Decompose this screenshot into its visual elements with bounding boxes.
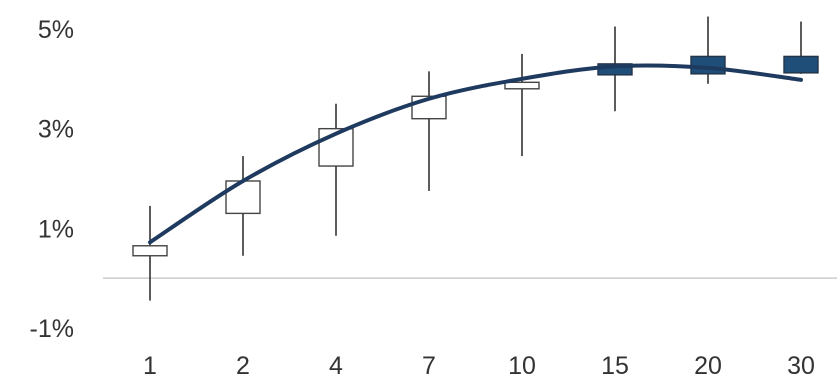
candle-body-layer <box>132 55 819 257</box>
y-tick-label: -1% <box>30 315 74 343</box>
y-axis-tick-labels: -1% 1% 3% 5% <box>30 16 74 343</box>
curve-layer <box>148 63 803 245</box>
x-axis-tick-labels: 1 2 4 7 10 15 20 30 <box>143 352 815 379</box>
x-tick-label: 10 <box>508 352 536 379</box>
x-tick-label: 2 <box>236 352 250 379</box>
y-tick-label: 3% <box>38 116 74 144</box>
candle-body-10 <box>504 81 540 90</box>
y-tick-label: 1% <box>38 215 74 243</box>
candle-body-30 <box>783 55 819 74</box>
x-tick-label: 30 <box>787 352 815 379</box>
candle-body-1 <box>132 245 168 257</box>
x-tick-label: 7 <box>422 352 436 379</box>
y-tick-label: 5% <box>38 16 74 44</box>
x-tick-label: 15 <box>601 352 629 379</box>
x-tick-label: 20 <box>694 352 722 379</box>
candle-body-2 <box>225 180 261 215</box>
x-tick-label: 4 <box>329 352 343 379</box>
x-tick-label: 1 <box>143 352 157 379</box>
fitted-curve <box>148 63 803 245</box>
